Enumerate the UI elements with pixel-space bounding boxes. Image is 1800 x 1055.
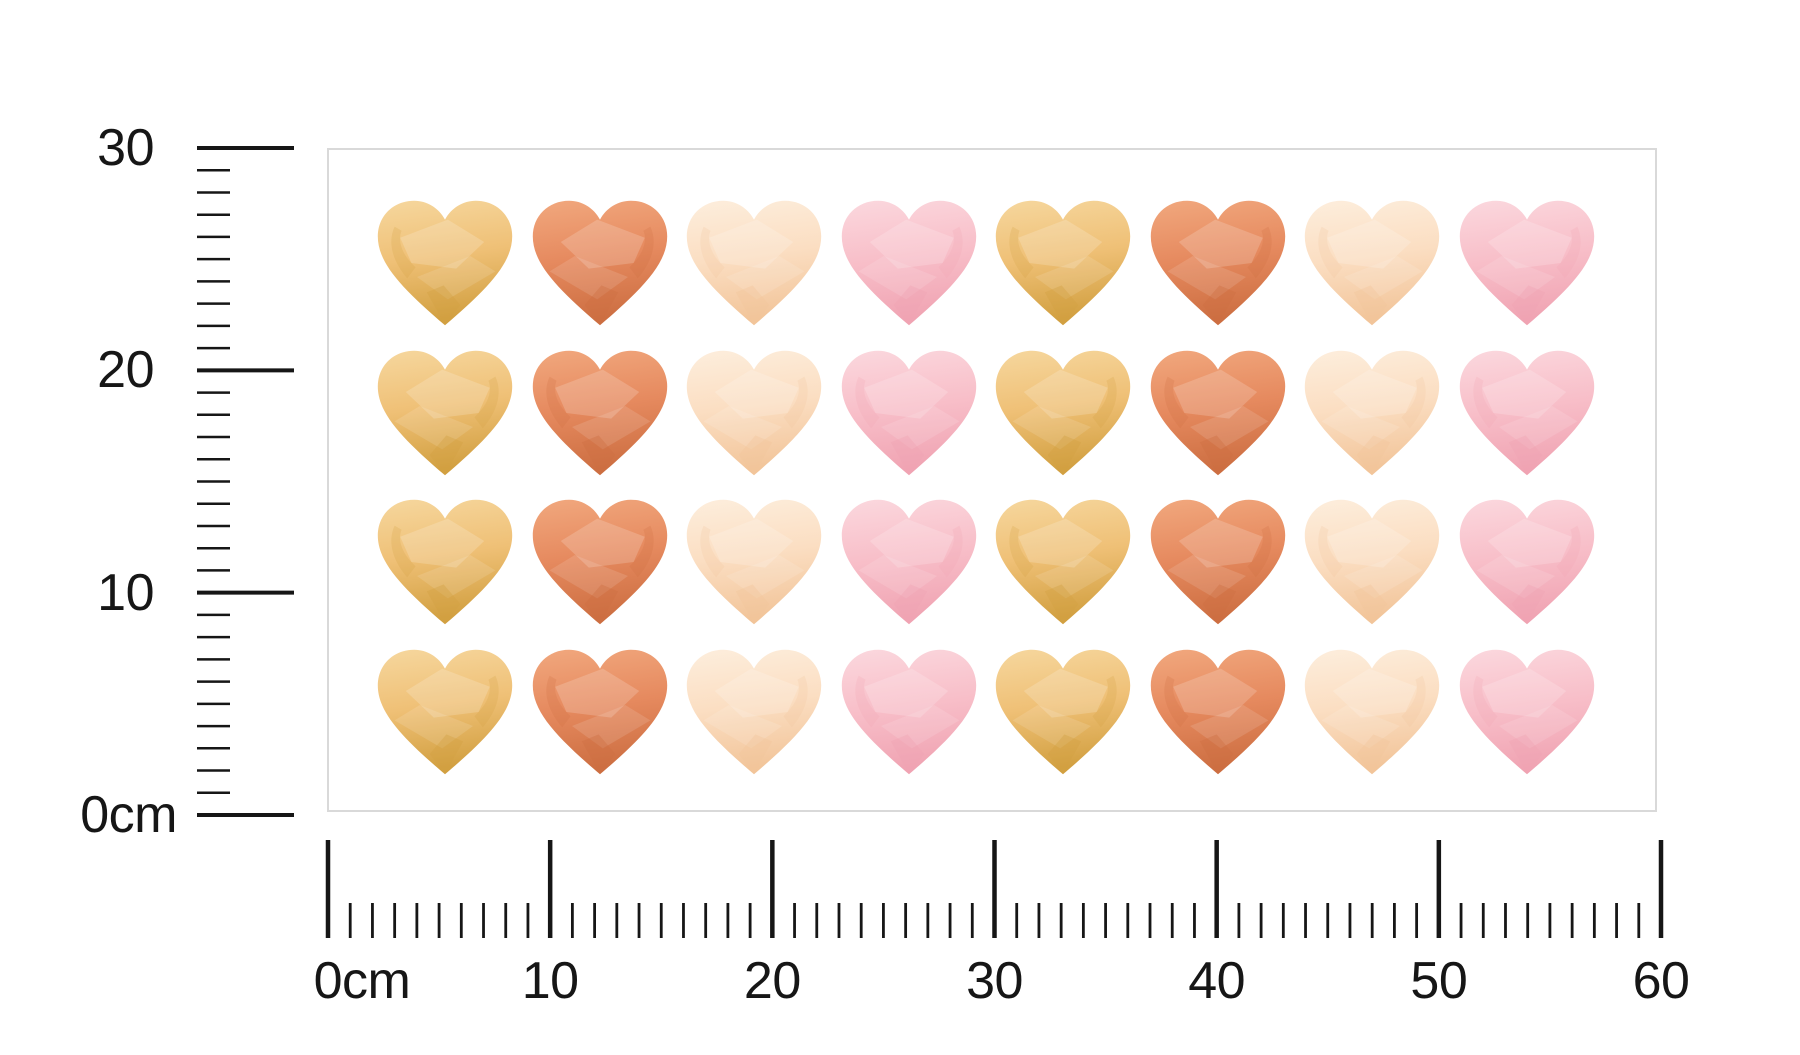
heart-sticker-cream xyxy=(684,346,824,480)
heart-sticker-gold xyxy=(993,495,1133,629)
heart-sticker-terracotta xyxy=(1148,495,1288,629)
heart-sticker-cream xyxy=(1302,196,1442,330)
heart-sticker-terracotta xyxy=(1148,346,1288,480)
vertical-ruler-label: 30 xyxy=(97,119,154,177)
heart-sticker-terracotta xyxy=(530,196,670,330)
heart-sticker-pink xyxy=(839,196,979,330)
heart-sticker-pink xyxy=(839,645,979,779)
heart-sticker-cream xyxy=(684,495,824,629)
heart-sticker-pink xyxy=(1457,495,1597,629)
heart-sticker-gold xyxy=(993,196,1133,330)
heart-sticker-terracotta xyxy=(1148,645,1288,779)
heart-sticker-cream xyxy=(684,645,824,779)
heart-sticker-pink xyxy=(1457,346,1597,480)
heart-sticker-pink xyxy=(1457,196,1597,330)
heart-sticker-cream xyxy=(1302,645,1442,779)
heart-sticker-pink xyxy=(1457,645,1597,779)
vertical-ruler-label: 10 xyxy=(97,563,154,622)
horizontal-ruler-label: 20 xyxy=(743,952,801,1010)
heart-sticker-terracotta xyxy=(530,645,670,779)
heart-sticker-gold xyxy=(993,346,1133,480)
heart-sticker-gold xyxy=(375,645,515,779)
horizontal-ruler-label: 10 xyxy=(521,952,579,1010)
horizontal-ruler-label: 60 xyxy=(1632,952,1690,1010)
heart-sticker-terracotta xyxy=(530,495,670,629)
heart-sticker-terracotta xyxy=(530,346,670,480)
heart-sticker-gold xyxy=(375,495,515,629)
heart-sticker-gold xyxy=(993,645,1133,779)
horizontal-ruler-label: 50 xyxy=(1410,952,1468,1010)
heart-sticker-terracotta xyxy=(1148,196,1288,330)
heart-sticker-cream xyxy=(1302,495,1442,629)
heart-sticker-gold xyxy=(375,196,515,330)
heart-sticker-pink xyxy=(839,495,979,629)
heart-sticker-cream xyxy=(684,196,824,330)
horizontal-ruler-label: 0cm xyxy=(313,952,411,1010)
horizontal-ruler-label: 30 xyxy=(966,952,1023,1010)
horizontal-ruler-label: 40 xyxy=(1188,952,1246,1010)
vertical-ruler-label: 20 xyxy=(97,341,154,400)
heart-sticker-cream xyxy=(1302,346,1442,480)
heart-sticker-gold xyxy=(375,346,515,480)
heart-sticker-pink xyxy=(839,346,979,480)
vertical-ruler-label: 0cm xyxy=(80,786,177,844)
